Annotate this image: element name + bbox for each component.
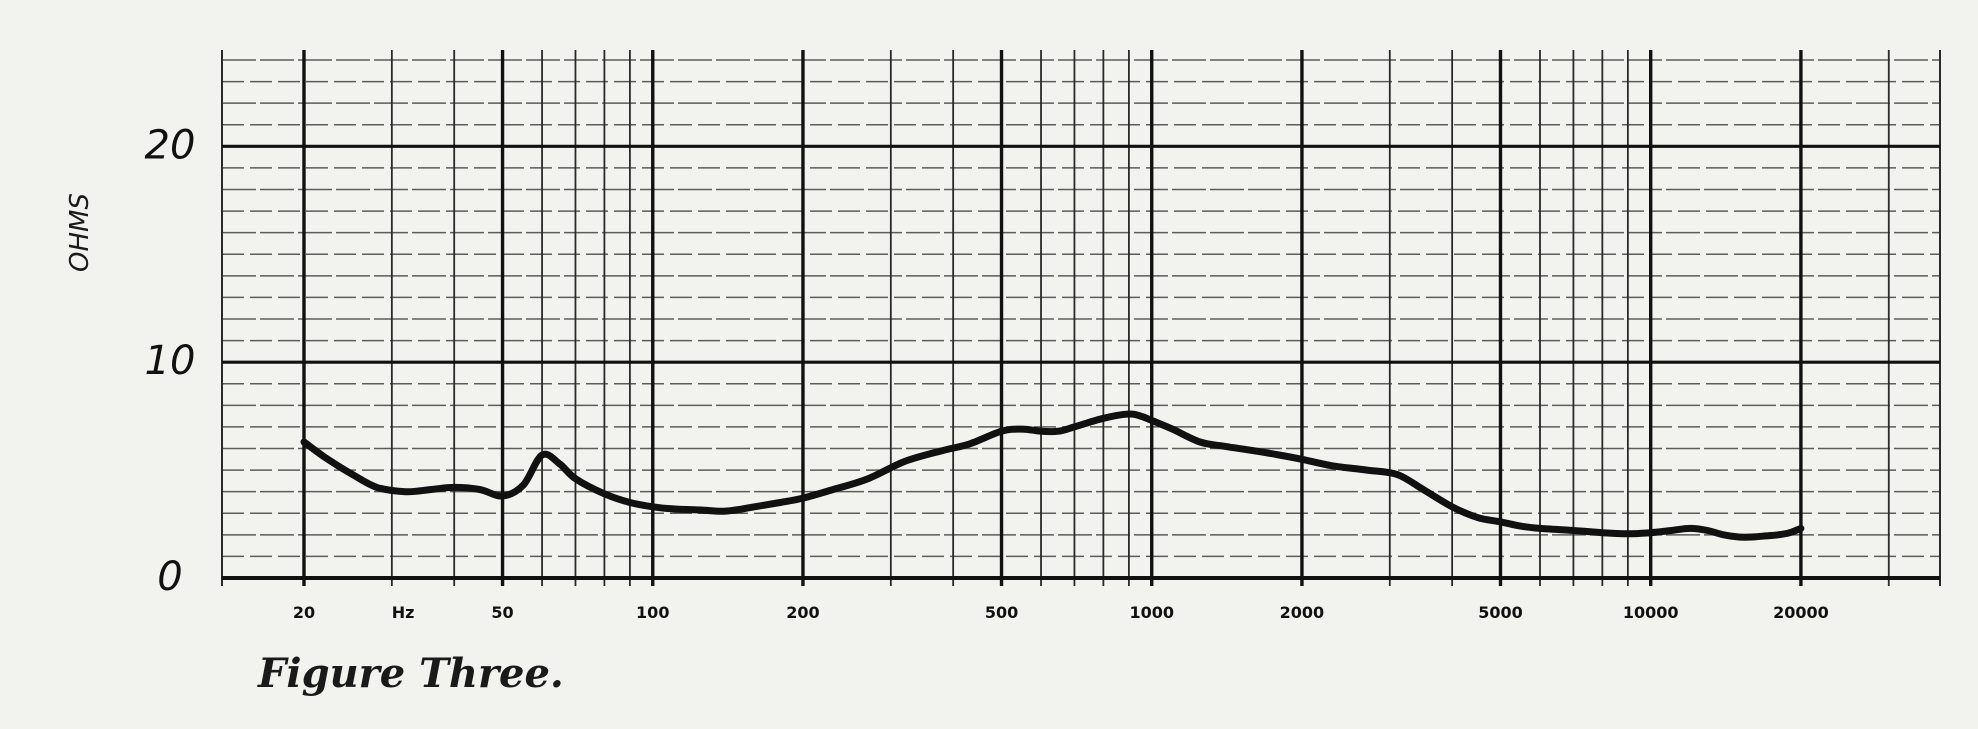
x-tick-label: 2000: [1280, 603, 1325, 622]
y-tick-label: 0: [157, 554, 182, 600]
x-tick-label: 20: [293, 603, 315, 622]
minor-grid: [221, 50, 1941, 586]
y-axis-label: OHMS: [65, 193, 95, 272]
x-tick-label: 20000: [1773, 603, 1829, 622]
x-tick-label: 100: [636, 603, 669, 622]
x-tick-label: 200: [786, 603, 819, 622]
figure-caption: Figure Three.: [258, 650, 564, 697]
x-tick-label: 50: [491, 603, 513, 622]
major-grid: [222, 50, 1940, 586]
x-tick-label: 1000: [1129, 603, 1174, 622]
impedance-curve: [300, 410, 1805, 541]
series-layer: [300, 410, 1805, 541]
y-tick-label: 10: [145, 338, 196, 384]
x-tick-label: 500: [985, 603, 1018, 622]
y-tick-labels: 0 10 20: [145, 122, 196, 600]
x-tick-label: 5000: [1478, 603, 1523, 622]
x-tick-label: 10000: [1623, 603, 1679, 622]
x-unit-label: Hz: [392, 603, 415, 622]
y-tick-label: 20: [145, 122, 196, 168]
x-tick-labels: 20 50 100 200 500 1000 2000 5000 10000 20000 Hz: [293, 603, 1829, 622]
